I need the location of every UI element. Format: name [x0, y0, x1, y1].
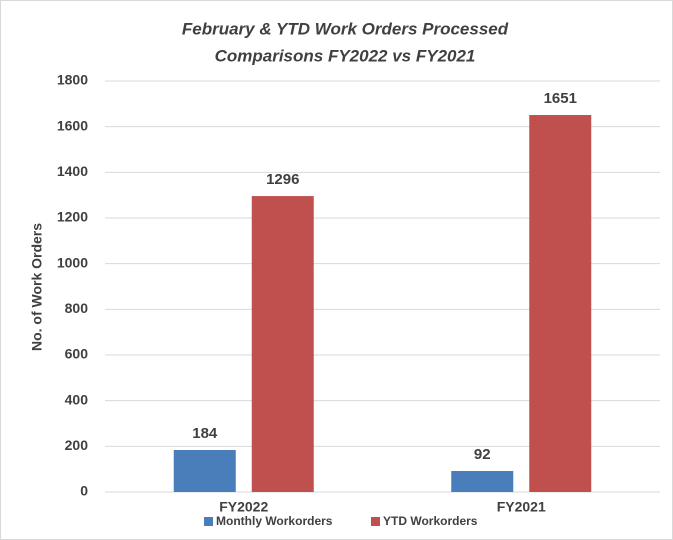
x-tick-label: FY2022 — [219, 499, 268, 515]
bar — [173, 449, 236, 492]
y-tick-label: 1200 — [57, 209, 88, 225]
legend-label: Monthly Workorders — [216, 514, 333, 528]
data-label: 1296 — [266, 171, 299, 188]
y-tick-label: 1600 — [57, 117, 88, 133]
y-tick-label: 1800 — [57, 72, 88, 88]
legend-swatch — [371, 517, 380, 526]
data-label: 184 — [192, 425, 218, 442]
chart-title: February & YTD Work Orders Processed — [182, 19, 509, 38]
y-tick-label: 1000 — [57, 254, 88, 270]
x-tick-label: FY2021 — [497, 499, 546, 515]
legend-label: YTD Workorders — [383, 514, 478, 528]
y-tick-label: 1400 — [57, 163, 88, 179]
bar — [529, 115, 592, 492]
legend-swatch — [204, 517, 213, 526]
y-tick-label: 400 — [65, 391, 89, 407]
y-tick-label: 800 — [65, 300, 89, 316]
chart-title: Comparisons FY2022 vs FY2021 — [215, 46, 476, 65]
data-label: 1651 — [544, 90, 577, 107]
y-tick-label: 0 — [80, 483, 88, 499]
bar — [451, 470, 514, 492]
y-tick-label: 600 — [65, 346, 89, 362]
data-label: 92 — [474, 446, 491, 463]
bar — [251, 196, 314, 492]
y-tick-label: 200 — [65, 437, 89, 453]
y-axis-label: No. of Work Orders — [29, 223, 45, 351]
